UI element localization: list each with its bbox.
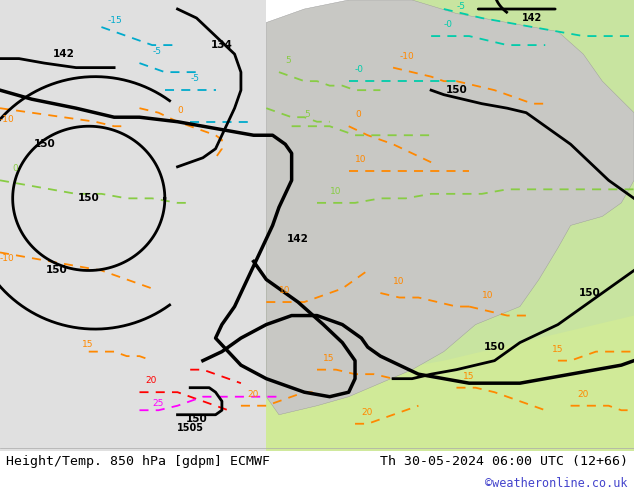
Text: 134: 134 [211, 40, 233, 50]
Text: -5: -5 [190, 74, 199, 83]
Text: 20: 20 [577, 390, 588, 399]
Text: 0: 0 [13, 164, 18, 173]
Text: 142: 142 [522, 13, 543, 23]
Text: 142: 142 [287, 234, 309, 244]
Text: 150: 150 [186, 414, 207, 424]
Text: 150: 150 [484, 342, 505, 352]
Text: 5: 5 [304, 110, 310, 119]
Text: Th 30-05-2024 06:00 UTC (12+66): Th 30-05-2024 06:00 UTC (12+66) [380, 455, 628, 468]
Text: 1505: 1505 [177, 423, 204, 433]
Text: 0: 0 [355, 110, 361, 119]
Text: -5: -5 [456, 2, 465, 11]
Text: 5: 5 [285, 56, 291, 65]
Text: 150: 150 [446, 85, 467, 95]
Text: 15: 15 [323, 354, 335, 363]
Text: 150: 150 [46, 266, 68, 275]
Text: -10: -10 [0, 254, 15, 264]
Text: 15: 15 [82, 340, 94, 349]
Text: -0: -0 [355, 65, 364, 74]
Text: 142: 142 [53, 49, 74, 59]
Text: -15: -15 [108, 16, 122, 24]
Text: -5: -5 [152, 47, 161, 56]
Text: 150: 150 [34, 139, 55, 149]
Text: 0: 0 [178, 106, 183, 115]
Text: 20: 20 [247, 390, 259, 399]
Text: 10: 10 [355, 155, 366, 164]
Text: Height/Temp. 850 hPa [gdpm] ECMWF: Height/Temp. 850 hPa [gdpm] ECMWF [6, 455, 270, 468]
Text: 15: 15 [463, 372, 474, 381]
Text: 20: 20 [146, 376, 157, 385]
Text: 150: 150 [579, 288, 600, 298]
Text: -10: -10 [0, 115, 15, 123]
Text: 20: 20 [361, 408, 373, 416]
Text: 25: 25 [152, 399, 164, 408]
Text: 10: 10 [482, 291, 493, 299]
Text: 10: 10 [279, 286, 290, 295]
Text: 10: 10 [330, 187, 341, 196]
Polygon shape [158, 316, 634, 451]
Text: ©weatheronline.co.uk: ©weatheronline.co.uk [485, 477, 628, 490]
Text: 150: 150 [78, 194, 100, 203]
Polygon shape [266, 0, 634, 451]
Polygon shape [266, 0, 634, 415]
Text: -0: -0 [444, 20, 453, 29]
Polygon shape [0, 0, 266, 451]
Text: 10: 10 [393, 277, 404, 286]
Text: 15: 15 [552, 344, 563, 354]
Polygon shape [330, 0, 634, 126]
Text: -10: -10 [399, 51, 414, 61]
